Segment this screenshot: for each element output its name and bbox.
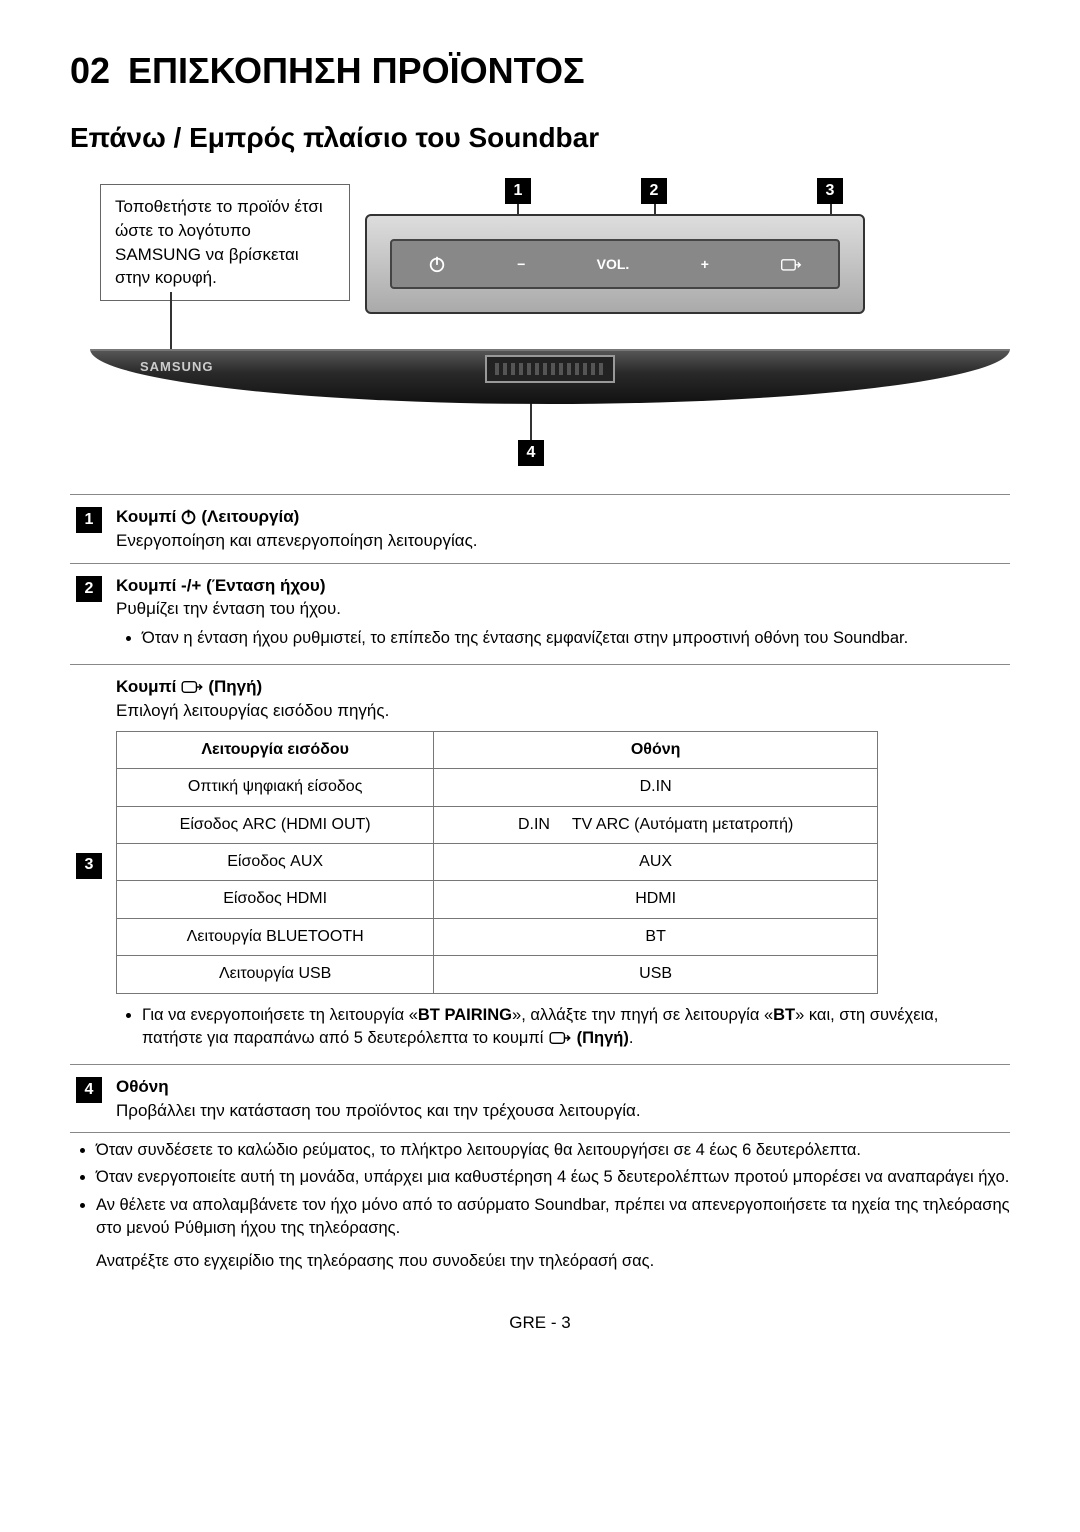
desc-row-4: 4 Οθόνη Προβάλλει την κατάσταση του προϊ… <box>70 1064 1010 1133</box>
row-title-text: (Λειτουργία) <box>201 505 299 529</box>
bullet-strong: BT <box>773 1006 795 1024</box>
row-num: 2 <box>76 576 102 602</box>
source-icon <box>780 255 802 273</box>
mode-cell: HDMI <box>434 881 878 918</box>
mode-cell: Είσοδος AUX <box>117 844 434 881</box>
mode-cell: Είσοδος HDMI <box>117 881 434 918</box>
footer-trailing: Ανατρέξτε στο εγχειρίδιο της τηλεόρασης … <box>96 1250 1010 1273</box>
row-title: Κουμπί (Λειτουργία) <box>116 505 299 529</box>
mode-header: Λειτουργία εισόδου <box>117 731 434 768</box>
samsung-logo: SAMSUNG <box>140 359 213 374</box>
bullet-text: Για να ενεργοποιήσετε τη λειτουργία « <box>142 1006 418 1024</box>
footer-bullet-text: Αν θέλετε να απολαμβάνετε τον ήχο μόνο α… <box>96 1196 1010 1237</box>
row-num: 3 <box>76 853 102 879</box>
product-diagram: Τοποθετήστε το προϊόν έτσι ώστε το λογότ… <box>70 174 1010 474</box>
mode-cell: D.IN <box>434 769 878 806</box>
marker-2: 2 <box>641 178 667 204</box>
bullet-text: », αλλάξτε την πηγή σε λειτουργία « <box>512 1006 773 1024</box>
power-icon <box>180 508 197 525</box>
row-bullets: Όταν η ένταση ήχου ρυθμιστεί, το επίπεδο… <box>116 627 1002 650</box>
mode-cell: BT <box>434 918 878 955</box>
mode-cell: AUX <box>434 844 878 881</box>
bullet-text: . <box>629 1029 634 1047</box>
footer-bullet: Όταν ενεργοποιείτε αυτή τη μονάδα, υπάρχ… <box>96 1166 1010 1189</box>
mode-cell: Οπτική ψηφιακή είσοδος <box>117 769 434 806</box>
bullet-strong: (Πηγή) <box>572 1029 629 1047</box>
row-num: 4 <box>76 1077 102 1103</box>
mode-cell: D.IN TV ARC (Αυτόματη μετατροπή) <box>434 806 878 843</box>
input-mode-table: Λειτουργία εισόδου Οθόνη Οπτική ψηφιακή … <box>116 731 878 994</box>
bullet: Όταν η ένταση ήχου ρυθμιστεί, το επίπεδο… <box>142 627 1002 650</box>
row-title: Κουμπί (Πηγή) <box>116 675 262 699</box>
vol-minus: − <box>517 256 525 272</box>
source-icon <box>180 679 204 695</box>
row-body: Προβάλλει την κατάσταση του προϊόντος κα… <box>116 1101 641 1120</box>
section-header: 02 ΕΠΙΣΚΟΠΗΣΗ ΠΡΟΪΟΝΤΟΣ <box>70 50 1010 92</box>
mode-cell: Είσοδος ARC (HDMI OUT) <box>117 806 434 843</box>
section-title: ΕΠΙΣΚΟΠΗΣΗ ΠΡΟΪΟΝΤΟΣ <box>128 50 585 92</box>
bullet-strong: BT PAIRING <box>418 1006 512 1024</box>
footer-bullet: Αν θέλετε να απολαμβάνετε τον ήχο μόνο α… <box>96 1194 1010 1273</box>
row-body: Επιλογή λειτουργίας εισόδου πηγής. <box>116 701 389 720</box>
diagram-markers-top: 1 2 3 <box>505 178 843 204</box>
desc-row-3: 3 Κουμπί (Πηγή) Επιλογή λειτουργίας εισό… <box>70 665 1010 1065</box>
soundbar-display-window <box>485 355 615 383</box>
row-title-text: (Πηγή) <box>208 675 262 699</box>
description-table: 1 Κουμπί (Λειτουργία) Ενεργοποίηση και α… <box>70 494 1010 1133</box>
mode-cell: USB <box>434 956 878 993</box>
row-num: 1 <box>76 507 102 533</box>
row-title: Κουμπί -/+ (Ένταση ήχου) <box>116 574 325 598</box>
row-title-text: Κουμπί <box>116 505 176 529</box>
row-title-text: Κουμπί <box>116 675 176 699</box>
soundbar-top-view: − VOL. + <box>365 214 865 314</box>
marker-1: 1 <box>505 178 531 204</box>
callout-text: Τοποθετήστε το προϊόν έτσι ώστε το λογότ… <box>100 184 350 301</box>
vol-plus: + <box>701 256 709 272</box>
row-body: Ενεργοποίηση και απενεργοποίηση λειτουργ… <box>116 531 477 550</box>
marker-4: 4 <box>518 440 544 466</box>
vol-label: VOL. <box>597 256 630 272</box>
footer-bullet: Όταν συνδέσετε το καλώδιο ρεύματος, το π… <box>96 1139 1010 1162</box>
mode-header: Οθόνη <box>434 731 878 768</box>
source-icon <box>548 1030 572 1046</box>
desc-row-1: 1 Κουμπί (Λειτουργία) Ενεργοποίηση και α… <box>70 495 1010 564</box>
desc-row-2: 2 Κουμπί -/+ (Ένταση ήχου) Ρυθμίζει την … <box>70 563 1010 665</box>
soundbar-front-view: SAMSUNG <box>90 349 1010 434</box>
footer-bullets: Όταν συνδέσετε το καλώδιο ρεύματος, το π… <box>70 1139 1010 1272</box>
mode-cell: Λειτουργία USB <box>117 956 434 993</box>
soundbar-body: SAMSUNG <box>90 349 1010 404</box>
row-body: Ρυθμίζει την ένταση του ήχου. <box>116 599 341 618</box>
sub-heading: Επάνω / Εμπρός πλαίσιο του Soundbar <box>70 122 1010 154</box>
power-icon <box>428 255 446 273</box>
control-strip: − VOL. + <box>390 239 840 289</box>
row-bullets: Για να ενεργοποιήσετε τη λειτουργία «BT … <box>116 1004 1002 1050</box>
marker-3: 3 <box>817 178 843 204</box>
bullet: Για να ενεργοποιήσετε τη λειτουργία «BT … <box>142 1004 1002 1050</box>
section-number: 02 <box>70 50 110 92</box>
mode-cell: Λειτουργία BLUETOOTH <box>117 918 434 955</box>
row-title: Οθόνη <box>116 1075 169 1099</box>
page-number: GRE - 3 <box>70 1313 1010 1333</box>
